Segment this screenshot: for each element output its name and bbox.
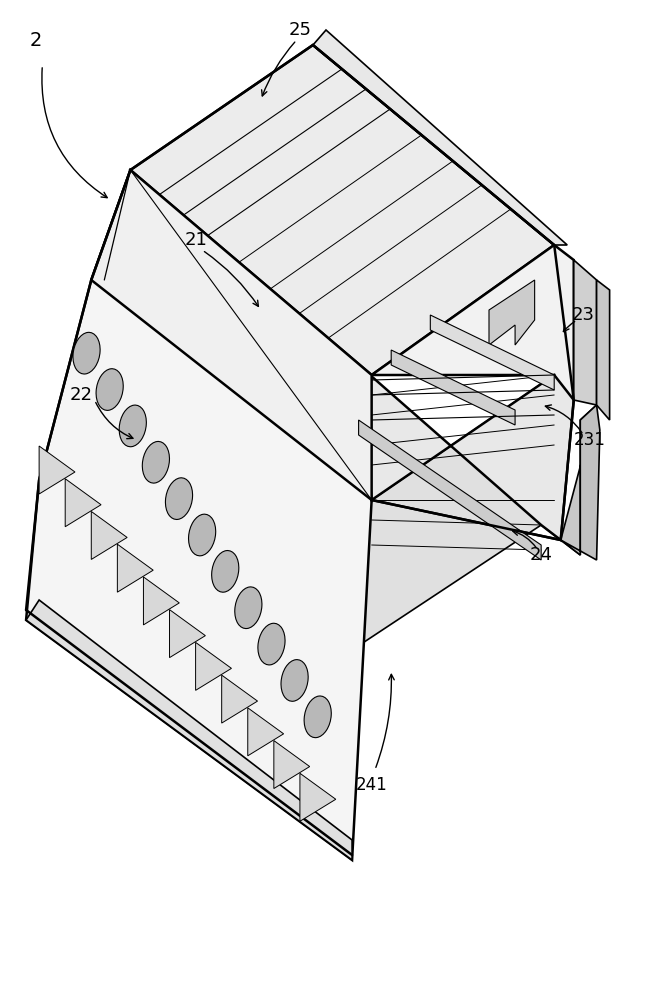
Polygon shape xyxy=(274,741,310,789)
Polygon shape xyxy=(248,708,284,756)
Text: 21: 21 xyxy=(184,231,207,249)
Polygon shape xyxy=(26,600,352,860)
Polygon shape xyxy=(91,170,372,500)
Polygon shape xyxy=(561,405,597,555)
Polygon shape xyxy=(39,446,75,494)
Polygon shape xyxy=(359,365,574,540)
Polygon shape xyxy=(489,280,535,345)
Polygon shape xyxy=(372,245,574,400)
Polygon shape xyxy=(300,773,336,821)
Ellipse shape xyxy=(188,514,216,556)
Ellipse shape xyxy=(235,587,262,629)
Polygon shape xyxy=(574,260,597,405)
Ellipse shape xyxy=(119,405,146,447)
Text: 23: 23 xyxy=(572,306,595,324)
Polygon shape xyxy=(196,642,231,690)
Ellipse shape xyxy=(73,332,100,374)
Polygon shape xyxy=(143,577,179,625)
Polygon shape xyxy=(430,315,554,390)
Text: 231: 231 xyxy=(574,431,606,449)
Polygon shape xyxy=(597,280,610,420)
Ellipse shape xyxy=(96,369,123,410)
Text: 24: 24 xyxy=(529,546,553,564)
Polygon shape xyxy=(91,375,561,650)
Ellipse shape xyxy=(166,478,192,519)
Polygon shape xyxy=(117,544,153,592)
Polygon shape xyxy=(391,350,515,425)
Polygon shape xyxy=(170,610,205,658)
Polygon shape xyxy=(130,45,554,375)
Ellipse shape xyxy=(258,623,285,665)
Text: 22: 22 xyxy=(70,386,93,404)
Polygon shape xyxy=(359,420,541,560)
Text: 2: 2 xyxy=(30,30,42,49)
Polygon shape xyxy=(91,511,127,559)
Polygon shape xyxy=(313,30,567,245)
Polygon shape xyxy=(65,479,101,527)
Text: 25: 25 xyxy=(288,21,312,39)
Polygon shape xyxy=(561,405,600,560)
Ellipse shape xyxy=(212,551,239,592)
Ellipse shape xyxy=(281,660,308,701)
Ellipse shape xyxy=(304,696,331,738)
Ellipse shape xyxy=(142,441,170,483)
Polygon shape xyxy=(222,675,258,723)
Text: 241: 241 xyxy=(356,776,387,794)
Polygon shape xyxy=(26,170,372,860)
